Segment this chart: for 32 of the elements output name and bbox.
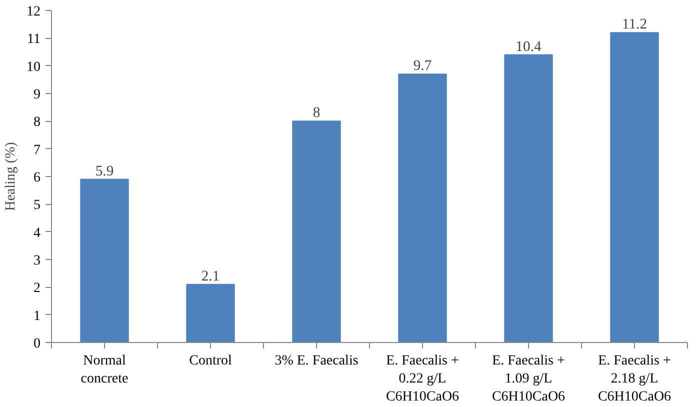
bar	[398, 74, 447, 342]
data-label: 10.4	[516, 38, 542, 55]
y-tick-label: 9	[34, 88, 40, 102]
data-label: 5.9	[95, 163, 114, 180]
y-tick-label: 1	[34, 308, 40, 324]
data-label: 11.2	[622, 16, 648, 33]
y-axis-title: Healing (%)	[4, 142, 18, 211]
bar	[186, 284, 235, 342]
bar	[292, 120, 341, 342]
bar	[504, 54, 553, 342]
data-label: 2.1	[201, 268, 220, 284]
y-tick-label: 4	[34, 226, 40, 241]
y-tick-label: 6	[34, 170, 40, 186]
x-tick-label: 3% E. Faecalis	[274, 354, 358, 368]
y-tick-label: 7	[34, 142, 40, 158]
x-tick-label: Normal concrete	[80, 354, 128, 386]
y-tick-label: 8	[34, 115, 40, 130]
x-tick-label: E. Faecalis + 1.09 g/L C6H10CaO6	[492, 354, 566, 404]
bar	[80, 178, 129, 342]
y-tick-label: 10	[26, 60, 40, 75]
x-tick-label: E. Faecalis + 2.18 g/L C6H10CaO6	[598, 354, 672, 404]
y-tick-label: 12	[26, 4, 40, 20]
data-label: 8	[312, 105, 320, 122]
y-tick-label: 3	[34, 254, 40, 268]
data-label: 9.7	[413, 58, 432, 74]
y-tick-label: 0	[34, 336, 40, 352]
y-tick-label: 11	[27, 32, 41, 48]
y-tick-label: 2	[34, 281, 40, 296]
x-tick-label: E. Faecalis + 0.22 g/L C6H10CaO6	[386, 354, 460, 404]
y-tick-label: 5	[34, 198, 40, 214]
bar	[610, 32, 659, 342]
x-tick-label: Control	[189, 354, 232, 368]
